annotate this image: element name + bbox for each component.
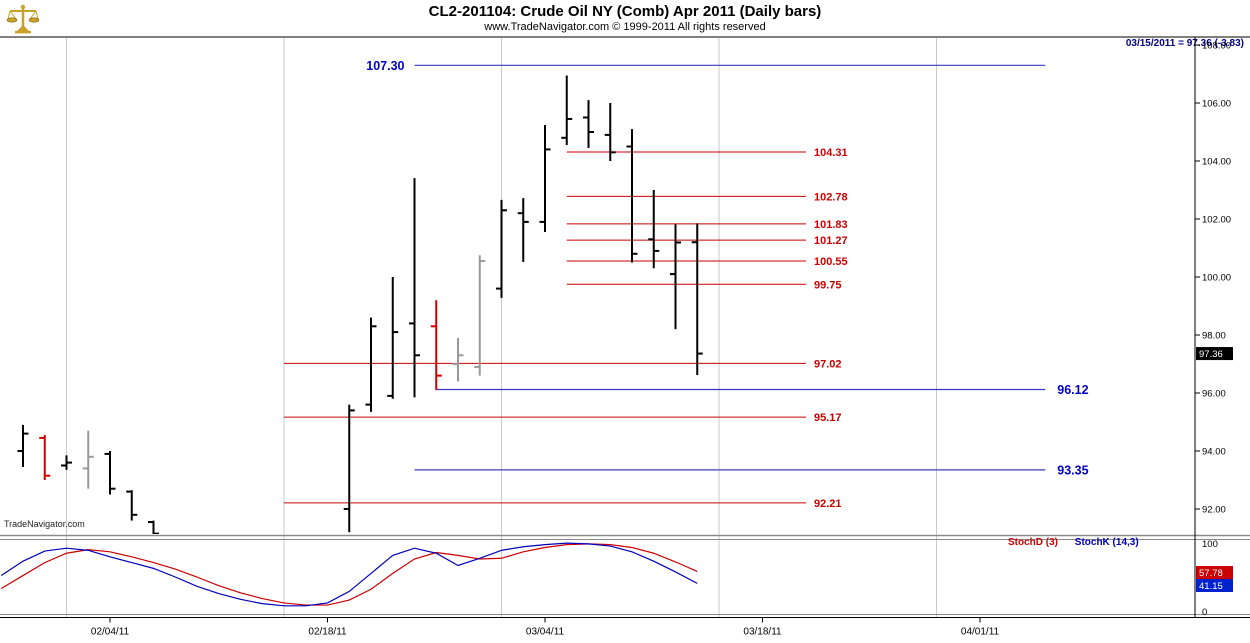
blue-trend-levels: 107.30 96.12 93.35 bbox=[366, 59, 1088, 478]
red-level-label: 92.21 bbox=[814, 498, 842, 510]
quote-line: 03/15/2011 = 97.36 (-3.83) bbox=[1125, 38, 1244, 49]
red-level-label: 100.55 bbox=[814, 256, 848, 268]
ohlc-bar bbox=[670, 223, 681, 330]
ohlc-bar bbox=[148, 520, 159, 534]
ohlc-bar bbox=[604, 103, 616, 161]
ohlc-bar bbox=[430, 300, 442, 391]
date-axis-label: 03/18/11 bbox=[743, 627, 782, 638]
blue-level-label: 93.35 bbox=[1057, 463, 1088, 477]
ohlc-bar bbox=[82, 430, 94, 489]
scales-icon[interactable] bbox=[6, 2, 40, 34]
ohlc-bar bbox=[365, 317, 377, 412]
scales-icon-graphic bbox=[6, 4, 40, 34]
date-axis-label: 02/04/11 bbox=[91, 627, 130, 638]
price-axis-label: 100.00 bbox=[1202, 273, 1231, 284]
stoch-scale-top: 100 bbox=[1202, 539, 1218, 550]
ohlc-bar bbox=[583, 100, 594, 148]
ohlc-bar bbox=[626, 129, 638, 263]
panel-frame bbox=[0, 36, 1250, 618]
price-bars bbox=[17, 75, 703, 534]
stochastic-panel bbox=[0, 542, 698, 607]
date-axis: 02/04/11 02/18/11 03/04/11 03/18/11 04/01/11 bbox=[91, 617, 1000, 638]
svg-text:41.15: 41.15 bbox=[1199, 581, 1223, 592]
price-axis-label: 96.00 bbox=[1202, 389, 1226, 400]
ohlc-bar bbox=[691, 223, 703, 376]
stoch-legend: StochD (3) StochK (14,3) bbox=[1008, 537, 1153, 548]
ohlc-bar bbox=[496, 199, 507, 298]
ohlc-bar bbox=[39, 435, 51, 480]
stochd-legend-label: StochD (3) bbox=[1008, 537, 1058, 548]
chart-subtitle: www.TradeNavigator.com © 1999-2011 All r… bbox=[484, 21, 766, 33]
ohlc-bar bbox=[409, 178, 420, 398]
last-price-badge: 97.36 bbox=[1196, 347, 1233, 361]
price-axis: 108.00 106.00 104.00 102.00 100.00 98.00 96.00… bbox=[1195, 41, 1231, 516]
ohlc-bar bbox=[387, 277, 399, 399]
ohlc-bar bbox=[452, 337, 464, 382]
ohlc-bar bbox=[474, 255, 486, 376]
red-level-label: 104.31 bbox=[814, 147, 848, 159]
price-axis-label: 98.00 bbox=[1202, 331, 1226, 342]
ohlc-bar bbox=[126, 490, 138, 521]
blue-level-label: 96.12 bbox=[1057, 383, 1088, 397]
blue-level-label: 107.30 bbox=[366, 59, 404, 73]
stoch-value-badge: 57.78 bbox=[1196, 566, 1233, 579]
chart-title: CL2-201104: Crude Oil NY (Comb) Apr 2011… bbox=[428, 3, 822, 20]
watermark: TradeNavigator.com bbox=[4, 519, 85, 529]
price-axis-label: 108.00 bbox=[1202, 41, 1231, 52]
red-level-label: 95.17 bbox=[814, 412, 842, 424]
svg-text:57.78: 57.78 bbox=[1199, 568, 1223, 579]
ohlc-bar bbox=[61, 455, 72, 470]
stochk-legend-label: StochK (14,3) bbox=[1074, 537, 1139, 548]
red-level-label: 99.75 bbox=[814, 279, 842, 291]
price-axis-label: 106.00 bbox=[1202, 99, 1231, 110]
date-axis-label: 02/18/11 bbox=[308, 627, 347, 638]
stoch-scale: 100 0 bbox=[1202, 539, 1218, 618]
red-level-label: 97.02 bbox=[814, 358, 842, 370]
price-axis-label: 104.00 bbox=[1202, 157, 1231, 168]
date-axis-label: 04/01/11 bbox=[961, 627, 1000, 638]
vertical-gridlines bbox=[66, 38, 937, 618]
stoch-value-badge: 41.15 bbox=[1196, 579, 1233, 592]
stochk-line bbox=[0, 542, 698, 607]
red-level-label: 102.78 bbox=[814, 191, 848, 203]
date-axis-label: 03/04/11 bbox=[526, 627, 565, 638]
red-level-label: 101.27 bbox=[814, 235, 848, 247]
ohlc-bar bbox=[104, 451, 116, 495]
price-axis-label: 102.00 bbox=[1202, 215, 1231, 226]
stoch-scale-bottom: 0 bbox=[1202, 607, 1207, 618]
stochd-line bbox=[0, 543, 698, 606]
last-price-value: 97.36 bbox=[1199, 349, 1223, 360]
ohlc-bar bbox=[343, 404, 355, 533]
red-level-label: 101.83 bbox=[814, 219, 848, 231]
red-support-resistance-levels: 104.31 102.78 101.83 101.27 100.55 99.75 97.02… bbox=[284, 147, 848, 510]
ohlc-bar bbox=[17, 424, 29, 467]
price-axis-label: 92.00 bbox=[1202, 505, 1226, 516]
ohlc-bar bbox=[648, 190, 660, 269]
ohlc-bar bbox=[539, 125, 551, 233]
ohlc-bar bbox=[561, 75, 573, 146]
ohlc-bar bbox=[517, 198, 529, 262]
price-axis-label: 94.00 bbox=[1202, 447, 1226, 458]
